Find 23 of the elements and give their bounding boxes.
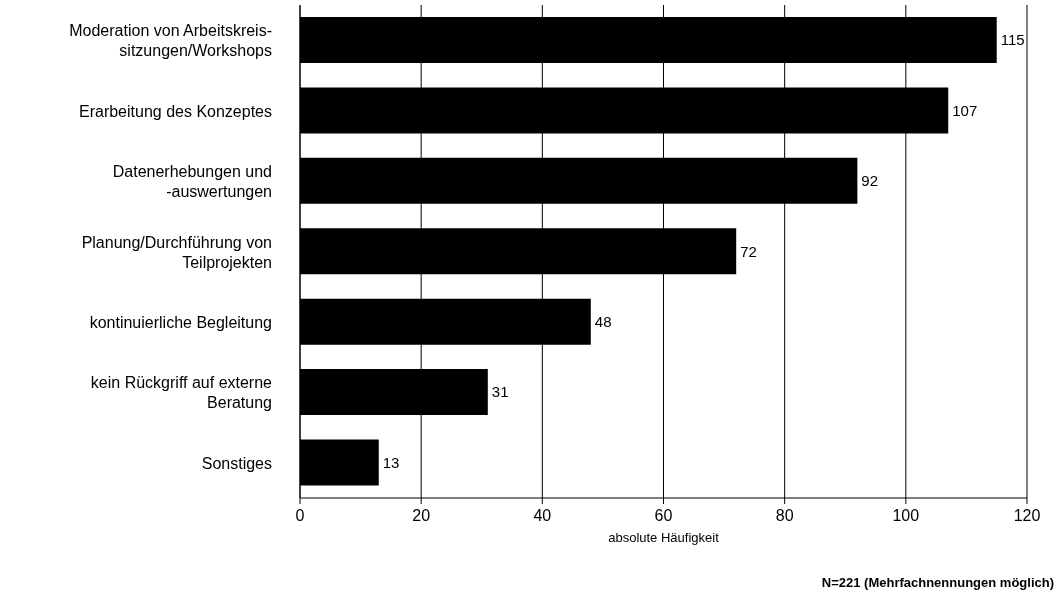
x-tick-label: 80: [775, 507, 794, 525]
data-label: 13: [382, 453, 400, 471]
x-tick-label: 40: [533, 507, 552, 525]
data-label: 72: [740, 242, 757, 260]
x-axis-title: absolute Häufigkeit: [608, 530, 720, 545]
y-tick-label: Planung/Durchführung von Teilprojekten: [81, 233, 272, 270]
data-label: 92: [861, 172, 879, 190]
y-tick-label: Erarbeitung des Konzeptes: [78, 102, 272, 120]
x-tick-label: 100: [892, 507, 920, 525]
data-label: 31: [491, 383, 509, 401]
y-tick-label: Sonstiges: [201, 454, 272, 472]
y-tick-label: kontinuierliche Begleitung: [89, 313, 272, 331]
data-label: 115: [1000, 31, 1025, 49]
y-tick-label: Datenerhebungen und -auswertungen: [112, 162, 272, 200]
data-label: 107: [952, 101, 978, 119]
y-tick-label: kein Rückgriff auf externe Beratung: [90, 373, 273, 411]
x-tick-label: 0: [295, 507, 305, 525]
text: N=221 (Mehrfachnennungen möglich): [821, 575, 1054, 590]
x-tick-label: 20: [412, 507, 431, 525]
data-label: 48: [594, 313, 612, 331]
y-tick-label: Moderation von Arbeitskreis- sitzungen/Workshops: [69, 21, 272, 59]
x-tick-label: 60: [654, 507, 673, 525]
x-tick-label: 120: [1013, 507, 1041, 525]
